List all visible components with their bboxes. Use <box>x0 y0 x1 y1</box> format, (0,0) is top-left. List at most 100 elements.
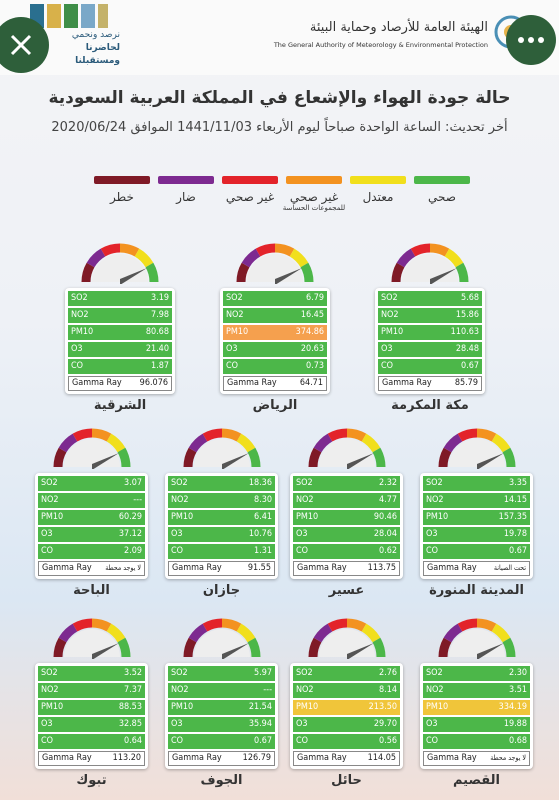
pollutant-label: Gamma Ray <box>227 378 277 388</box>
pollutant-label: PM10 <box>381 327 404 337</box>
station-table: SO2 2.30 NO2 3.51 PM10 334.19 O3 19.88 CO 0.68 Gam… <box>420 663 533 769</box>
gauge-needle <box>346 643 374 660</box>
pollutant-label: CO <box>171 736 184 746</box>
pollutant-label: SO2 <box>71 293 88 303</box>
authority-ar: الهيئة العامة للأرصاد وحماية البيئة <box>309 20 488 35</box>
reading-row: PM10 374.86 <box>223 325 327 340</box>
reading-value: 0.67 <box>253 736 272 746</box>
reading-value: 90.46 <box>373 512 397 522</box>
station-name: الشرقية <box>93 398 147 413</box>
pollutant-label: SO2 <box>426 478 443 488</box>
reading-row: SO2 3.52 <box>38 666 145 681</box>
reading-row: SO2 6.79 <box>223 291 327 306</box>
reading-value: 1.31 <box>253 546 272 556</box>
reading-row: NO2 16.45 <box>223 308 327 323</box>
gauge-arc <box>236 433 255 453</box>
legend-item: معتدل <box>346 176 410 212</box>
reading-value: 64.71 <box>299 378 323 388</box>
gauge-arc <box>501 447 515 468</box>
reading-value: 110.63 <box>450 327 479 337</box>
reading-row: NO2 7.37 <box>38 683 145 698</box>
pollutant-label: O3 <box>171 529 183 539</box>
gauge-arc <box>255 243 276 257</box>
reading-value: 16.45 <box>300 310 324 320</box>
reading-row: SO2 3.07 <box>38 476 145 491</box>
gauge-arc <box>86 248 106 268</box>
reading-value: 88.53 <box>118 702 142 712</box>
reading-value: 113.20 <box>112 753 141 763</box>
legend-item: صحي <box>410 176 474 212</box>
pollutant-label: Gamma Ray <box>427 753 477 763</box>
reading-value: 7.37 <box>123 685 142 695</box>
gauge-arc <box>443 623 462 643</box>
pollutant-label: SO2 <box>41 668 58 678</box>
reading-value: 60.29 <box>118 512 142 522</box>
reading-value: 10.76 <box>248 529 272 539</box>
station-table: SO2 3.52 NO2 7.37 PM10 88.53 O3 32.85 CO 0.64 Gamm… <box>35 663 148 769</box>
gauge-arc <box>246 637 260 658</box>
pollutant-label: SO2 <box>41 478 58 488</box>
gauge <box>53 618 130 660</box>
slogan: نرصد ونحمي لحاضرنا ومستقبلنا <box>40 29 120 68</box>
reading-value: 29.70 <box>373 719 397 729</box>
reading-row: PM10 21.54 <box>168 700 275 715</box>
reading-value: 2.76 <box>378 668 397 678</box>
station-card: SO2 2.30 NO2 3.51 PM10 334.19 O3 19.88 CO 0.68 Gam… <box>420 615 533 788</box>
reading-row: PM10 60.29 <box>38 510 145 525</box>
gauge-needle <box>476 453 504 470</box>
reading-value: 28.04 <box>373 529 397 539</box>
gauge-arc <box>53 447 67 468</box>
reading-value: 35.94 <box>248 719 272 729</box>
reading-value: 3.52 <box>123 668 142 678</box>
reading-row: O3 37.12 <box>38 527 145 542</box>
reading-value: 213.50 <box>368 702 397 712</box>
gauge-arc <box>246 447 260 468</box>
pollutant-label: O3 <box>426 529 438 539</box>
reading-value: 5.68 <box>460 293 479 303</box>
pollutant-label: NO2 <box>381 310 399 320</box>
reading-value: 19.78 <box>503 529 527 539</box>
pollutant-label: CO <box>426 736 439 746</box>
pollutant-label: CO <box>296 736 309 746</box>
gauge-arc <box>145 262 159 283</box>
pollutant-label: O3 <box>226 344 238 354</box>
gauge-arc <box>491 433 510 453</box>
pollutant-label: CO <box>426 546 439 556</box>
pollutant-label: O3 <box>296 719 308 729</box>
gauge <box>308 618 385 660</box>
more-button[interactable] <box>504 14 559 66</box>
reading-row: O3 28.04 <box>293 527 400 542</box>
gauge-needle <box>275 268 302 285</box>
reading-value: 19.88 <box>503 719 527 729</box>
reading-row: PM10 110.63 <box>378 325 482 340</box>
station-table: SO2 5.68 NO2 15.86 PM10 110.63 O3 28.48 CO 0.67 Ga… <box>375 288 485 394</box>
slogan-line: لحاضرنا ومستقبلنا <box>75 43 120 66</box>
gauge-arc <box>300 262 314 283</box>
gauge-arc <box>183 637 197 658</box>
legend-swatch <box>158 176 214 184</box>
reading-row: CO 0.67 <box>378 359 482 374</box>
reading-value: 0.64 <box>123 736 142 746</box>
pollutant-label: PM10 <box>296 512 319 522</box>
reading-row: O3 35.94 <box>168 717 275 732</box>
legend-label: غير صحي <box>225 190 275 204</box>
reading-row: NO2 15.86 <box>378 308 482 323</box>
gauge-arc <box>91 618 111 632</box>
reading-value: 114.05 <box>367 753 396 763</box>
reading-value: 96.076 <box>139 378 168 388</box>
gauge-arc <box>53 637 67 658</box>
close-button[interactable] <box>0 16 50 74</box>
gauge-arc <box>106 433 125 453</box>
pollutant-label: Gamma Ray <box>72 378 122 388</box>
reading-value: 2.09 <box>123 546 142 556</box>
gauge-arc <box>443 433 462 453</box>
station-card: SO2 6.79 NO2 16.45 PM10 374.86 O3 20.63 CO 0.73 Ga… <box>220 240 330 413</box>
reading-row: SO2 3.35 <box>423 476 530 491</box>
pollutant-label: O3 <box>171 719 183 729</box>
reading-value: 28.48 <box>455 344 479 354</box>
station-name: الجوف <box>200 773 243 788</box>
reading-row: CO 0.56 <box>293 734 400 749</box>
reading-value: 0.67 <box>508 546 527 556</box>
gauge <box>308 428 385 470</box>
station-name: الباحة <box>73 583 110 598</box>
